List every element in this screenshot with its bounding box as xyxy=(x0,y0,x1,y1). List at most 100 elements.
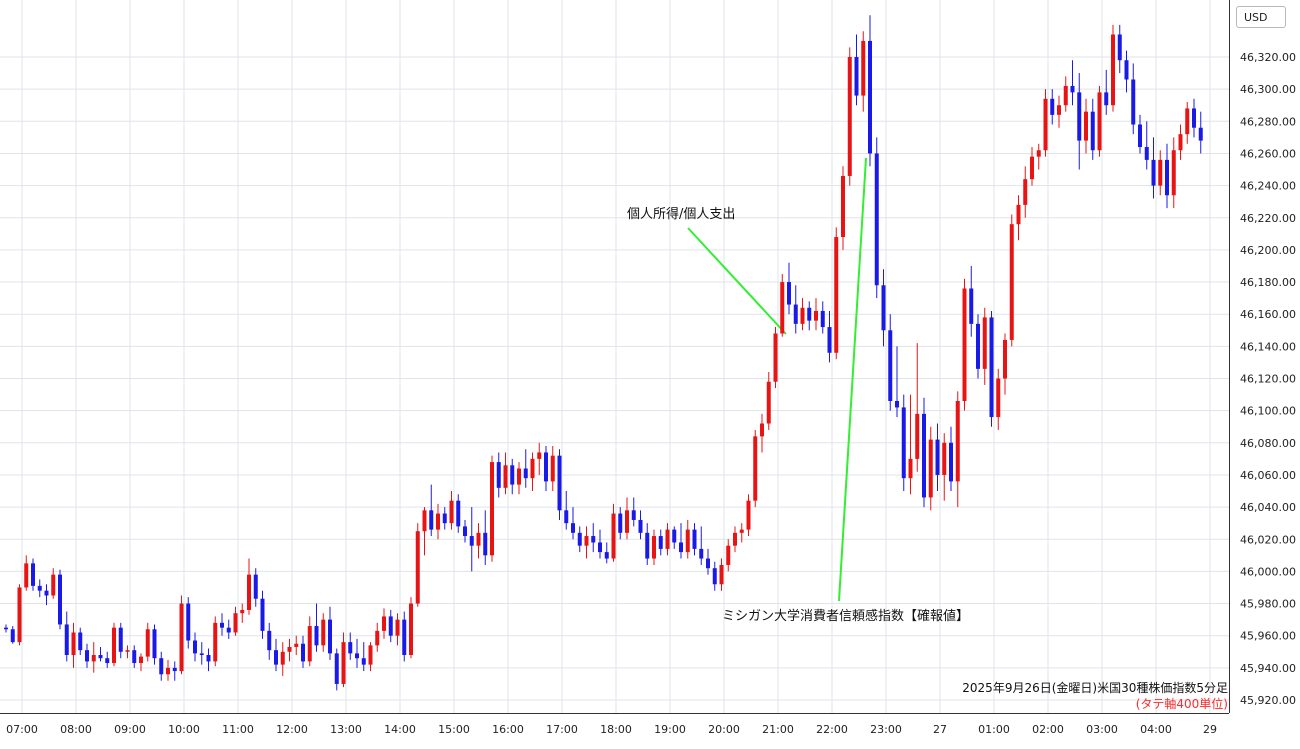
candle-body xyxy=(1185,108,1190,135)
candle-body xyxy=(240,609,245,614)
candle-body xyxy=(1043,98,1048,151)
y-tick-label: 46,200.00 xyxy=(1240,244,1296,257)
candle xyxy=(1016,195,1021,241)
candle xyxy=(496,452,501,498)
candle xyxy=(510,458,515,495)
candle-body xyxy=(422,510,427,532)
annotation-label: ミシガン大学消費者信頼感指数【確報値】 xyxy=(722,608,969,624)
candle-body xyxy=(706,558,710,569)
candle-body xyxy=(355,653,359,659)
y-tick-label: 46,020.00 xyxy=(1240,533,1296,546)
candle-body xyxy=(969,288,974,324)
candle-body xyxy=(645,532,650,559)
candle xyxy=(1023,166,1028,218)
candle xyxy=(1124,50,1129,93)
currency-selector[interactable]: USD xyxy=(1236,6,1286,28)
candle-body xyxy=(915,413,920,459)
candle-body xyxy=(604,552,609,559)
candle-body xyxy=(118,627,123,652)
candle xyxy=(827,310,832,363)
candle-body xyxy=(388,616,393,636)
candle-body xyxy=(996,378,1001,418)
x-tick-label: 07:00 xyxy=(6,723,38,736)
candle-body xyxy=(1009,224,1014,340)
candle xyxy=(625,497,629,540)
candle-body xyxy=(58,574,62,625)
candle xyxy=(1063,76,1068,112)
candle xyxy=(442,507,447,530)
candle xyxy=(274,638,278,672)
candle-body xyxy=(976,323,980,369)
candle-body xyxy=(145,629,150,657)
candle xyxy=(132,645,137,668)
candle xyxy=(125,645,130,659)
candle-body xyxy=(739,529,744,533)
candle-body xyxy=(868,40,872,154)
candle-body xyxy=(91,654,96,662)
candle xyxy=(962,278,967,411)
candle-body xyxy=(213,622,218,662)
candle-body xyxy=(699,548,704,559)
candle-body xyxy=(1104,92,1109,106)
candle xyxy=(1171,137,1176,209)
candle xyxy=(841,166,845,250)
candle-body xyxy=(814,310,818,321)
candle-body xyxy=(253,574,258,599)
candle xyxy=(611,503,616,562)
candle-body xyxy=(436,513,440,530)
candle xyxy=(935,423,940,492)
candle xyxy=(463,519,467,543)
candle-body xyxy=(301,643,305,662)
candle xyxy=(517,462,521,495)
y-tick-label: 46,320.00 xyxy=(1240,51,1296,64)
candle xyxy=(186,597,191,649)
candle-body xyxy=(152,629,157,659)
candle-body xyxy=(800,307,805,324)
candle-body xyxy=(949,442,953,482)
candle xyxy=(969,265,974,337)
candle xyxy=(861,31,866,112)
candle xyxy=(294,635,299,655)
candle xyxy=(1165,143,1169,209)
candle xyxy=(388,609,393,643)
candle xyxy=(328,606,332,660)
candle xyxy=(469,507,474,572)
candle-body xyxy=(132,650,137,664)
y-tick-label: 46,040.00 xyxy=(1240,501,1296,514)
candle xyxy=(449,491,454,530)
candle xyxy=(645,523,650,565)
candle-body xyxy=(712,568,717,585)
candle xyxy=(233,606,238,636)
candle-body xyxy=(341,642,346,684)
candle-body xyxy=(226,627,231,633)
candle xyxy=(24,555,29,591)
candle-body xyxy=(719,564,724,585)
candle xyxy=(996,368,1001,430)
candle xyxy=(91,642,96,673)
candle-body xyxy=(415,531,420,604)
candle-body xyxy=(78,632,83,651)
candle xyxy=(726,539,731,572)
y-tick-label: 46,120.00 xyxy=(1240,373,1296,386)
candle-body xyxy=(469,536,474,546)
candle xyxy=(658,529,663,556)
x-tick-label: 14:00 xyxy=(384,723,416,736)
candle-body xyxy=(44,590,49,596)
candle-body xyxy=(665,529,670,549)
candle xyxy=(1070,60,1075,106)
candle-body xyxy=(901,407,906,479)
x-tick-label: 21:00 xyxy=(762,723,794,736)
candle xyxy=(436,503,440,540)
candle xyxy=(139,653,143,672)
x-tick-label: 15:00 xyxy=(438,723,470,736)
candle xyxy=(422,507,427,556)
candle-body xyxy=(1016,204,1021,225)
candle-body xyxy=(361,658,366,665)
candle-body xyxy=(1057,105,1061,115)
candle xyxy=(1138,114,1142,154)
candle xyxy=(98,646,103,662)
candle xyxy=(334,648,339,691)
